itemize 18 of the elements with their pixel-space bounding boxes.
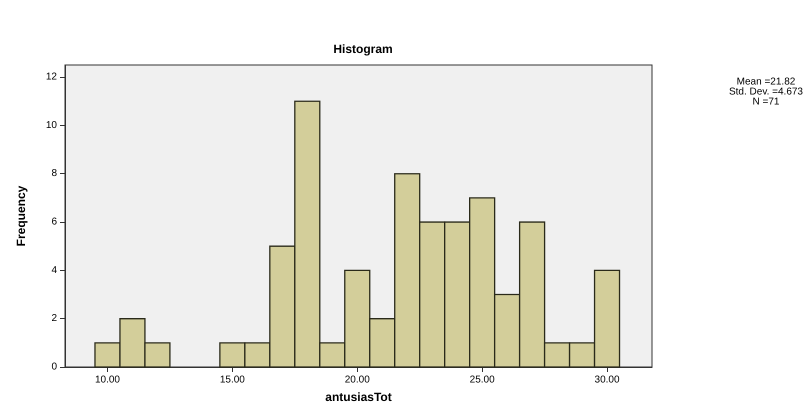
y-tick-label: 12 bbox=[46, 72, 58, 83]
x-tick-label: 10.00 bbox=[94, 374, 120, 386]
y-tick-label: 2 bbox=[51, 313, 58, 324]
x-axis-title: antusiasTot bbox=[325, 390, 392, 404]
y-tick-label: 6 bbox=[51, 216, 58, 228]
x-tick-label: 30.00 bbox=[594, 374, 620, 386]
chart-title: Histogram bbox=[333, 42, 393, 56]
y-axis-title: Frequency bbox=[14, 185, 28, 246]
x-tick-label: 15.00 bbox=[220, 374, 246, 386]
text: Mean =21.82 bbox=[736, 76, 796, 88]
y-tick-label: 8 bbox=[51, 168, 58, 180]
y-tick-label: 0 bbox=[51, 362, 58, 372]
x-tick-label: 20.00 bbox=[344, 374, 370, 386]
y-tick-label: 10 bbox=[46, 120, 58, 131]
x-tick-label: 25.00 bbox=[470, 374, 496, 386]
y-tick-label: 4 bbox=[51, 264, 58, 276]
text: N =71 bbox=[752, 96, 780, 108]
text: Std. Dev. =4.673 bbox=[728, 86, 804, 98]
